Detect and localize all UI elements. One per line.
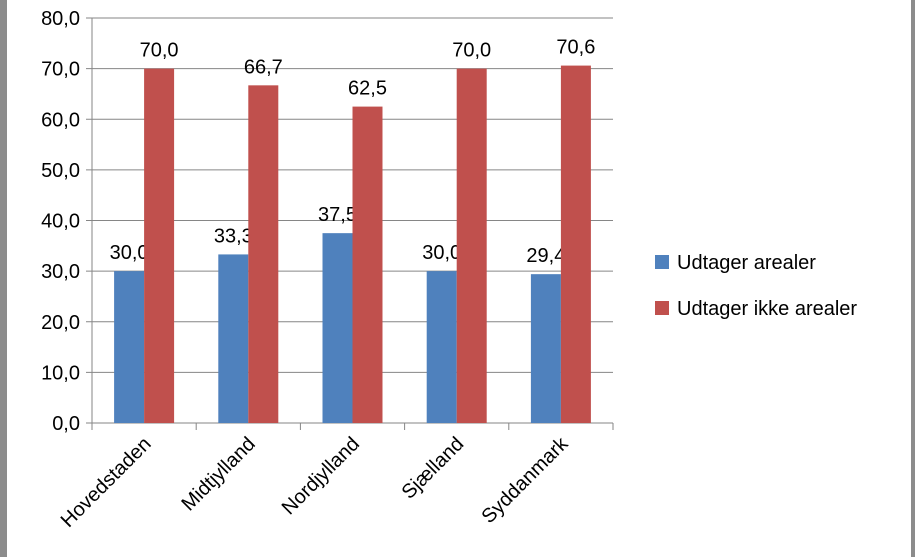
bar-udtager-arealer (322, 233, 353, 423)
data-label: 30,0 (110, 242, 149, 264)
data-label: 62,5 (348, 78, 387, 100)
data-label: 70,0 (140, 40, 179, 62)
bar-udtager-arealer (426, 271, 457, 423)
bar-udtager-ikke-arealer (352, 106, 383, 423)
legend-swatch (655, 255, 669, 269)
y-tick-label: 70,0 (41, 59, 80, 81)
category-label: Nordjylland (278, 433, 364, 519)
data-label: 29,4 (526, 245, 565, 267)
y-tick-label: 60,0 (41, 109, 80, 131)
data-label: 33,3 (214, 225, 253, 247)
bar-udtager-arealer (114, 271, 145, 423)
data-label: 70,0 (452, 40, 491, 62)
bar-udtager-arealer (530, 274, 561, 423)
bar-udtager-ikke-arealer (560, 65, 591, 424)
data-label: 70,6 (556, 37, 595, 59)
y-tick-label: 40,0 (41, 211, 80, 233)
y-tick-label: 10,0 (41, 362, 80, 384)
category-label: Midtjylland (177, 433, 259, 515)
data-label: 30,0 (422, 242, 461, 264)
legend-swatch (655, 301, 669, 315)
category-label: Sjælland (398, 433, 469, 504)
data-label: 66,7 (244, 56, 283, 78)
legend-label: Udtager ikke arealer (677, 298, 857, 320)
y-tick-label: 0,0 (52, 413, 80, 435)
y-tick-label: 80,0 (41, 8, 80, 30)
bar-udtager-ikke-arealer (248, 85, 279, 424)
legend-label: Udtager arealer (677, 252, 816, 274)
category-label: Hovedstaden (57, 433, 156, 532)
bar-udtager-arealer (218, 254, 249, 423)
category-label: Syddanmark (477, 432, 573, 528)
y-tick-label: 50,0 (41, 160, 80, 182)
right-border (911, 0, 915, 557)
data-label: 37,5 (318, 204, 357, 226)
bar-udtager-ikke-arealer (144, 68, 175, 423)
y-tick-label: 20,0 (41, 312, 80, 334)
left-border (0, 0, 7, 557)
y-tick-label: 30,0 (41, 261, 80, 283)
bar-udtager-ikke-arealer (456, 68, 487, 423)
